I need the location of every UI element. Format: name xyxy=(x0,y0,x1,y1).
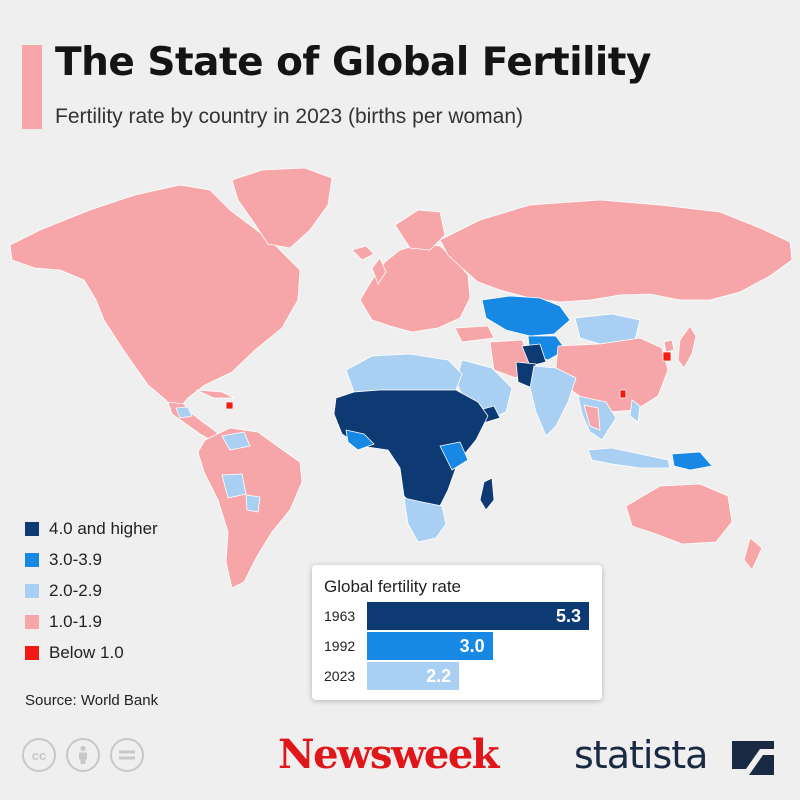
legend-item: 1.0-1.9 xyxy=(25,606,158,637)
bar-value-label: 3.0 xyxy=(459,636,485,656)
region-venezuela xyxy=(221,431,251,451)
equals-glyph xyxy=(119,750,135,760)
region-taiwan xyxy=(619,389,627,399)
panel-title: Global fertility rate xyxy=(324,577,461,596)
region-puerto-rico xyxy=(225,401,234,410)
attribution-icon xyxy=(66,738,100,772)
bar-value-label: 2.2 xyxy=(426,666,452,686)
region-uk xyxy=(371,257,387,285)
legend-item: 3.0-3.9 xyxy=(25,544,158,575)
region-india xyxy=(529,365,577,437)
region-thailand xyxy=(583,404,601,431)
no-derivatives-icon xyxy=(110,738,144,772)
region-indonesia xyxy=(587,447,671,469)
region-cuba xyxy=(195,389,235,399)
legend-label: 3.0-3.9 xyxy=(49,549,102,569)
bar-value-label: 5.3 xyxy=(555,606,581,626)
page-title: The State of Global Fertility xyxy=(55,40,651,85)
cc-text: cc xyxy=(31,747,47,763)
region-kazakhstan xyxy=(481,295,571,337)
region-scandinavia xyxy=(394,209,446,251)
legend-swatch xyxy=(25,552,39,567)
legend-swatch xyxy=(25,583,39,598)
region-southern-africa xyxy=(403,497,447,543)
statista-logo-icon xyxy=(732,741,774,775)
statista-logo-text: statista xyxy=(574,733,708,777)
legend-label: 2.0-2.9 xyxy=(49,580,102,600)
map-legend: 4.0 and higher 3.0-3.9 2.0-2.9 1.0-1.9 B… xyxy=(25,513,158,668)
bar-1963: 5.3 xyxy=(367,602,589,630)
region-west-coast xyxy=(345,429,375,451)
region-guatemala xyxy=(175,406,193,419)
region-paraguay xyxy=(245,494,261,513)
region-australia xyxy=(625,483,733,545)
region-japan xyxy=(677,325,697,369)
region-north-korea xyxy=(663,339,675,353)
region-bolivia xyxy=(221,473,247,499)
legend-swatch xyxy=(25,614,39,629)
region-south-korea xyxy=(662,351,672,362)
region-russia xyxy=(439,199,793,303)
region-north-america xyxy=(9,184,301,413)
bar-year: 1992 xyxy=(324,638,356,654)
license-icons: cc xyxy=(22,738,144,772)
bar-2023: 2.2 xyxy=(367,662,460,690)
bar-row-1992: 1992 3.0 xyxy=(312,632,602,660)
legend-swatch xyxy=(25,521,39,536)
bar-row-2023: 2023 2.2 xyxy=(312,662,602,690)
region-philippines xyxy=(629,399,641,423)
region-iceland xyxy=(351,245,375,261)
page-subtitle: Fertility rate by country in 2023 (birth… xyxy=(55,105,524,128)
region-papua-new-guinea xyxy=(671,451,713,471)
legend-item: 2.0-2.9 xyxy=(25,575,158,606)
legend-label: 4.0 and higher xyxy=(49,518,158,538)
legend-item: 4.0 and higher xyxy=(25,513,158,544)
bar-row-1963: 1963 5.3 xyxy=(312,602,602,630)
legend-swatch xyxy=(25,645,39,660)
newsweek-logo: Newsweek xyxy=(278,731,500,778)
bar-1992: 3.0 xyxy=(367,632,493,660)
bar-year: 1963 xyxy=(324,608,356,624)
world-map xyxy=(9,167,793,589)
bar-year: 2023 xyxy=(324,668,356,684)
legend-item: Below 1.0 xyxy=(25,637,158,668)
person-glyph xyxy=(79,745,87,764)
region-afghanistan xyxy=(521,343,547,367)
region-china xyxy=(555,337,669,413)
title-accent-bar xyxy=(22,45,42,129)
legend-label: 1.0-1.9 xyxy=(49,611,102,631)
region-new-zealand xyxy=(743,537,763,571)
source-note: Source: World Bank xyxy=(25,692,159,709)
global-fertility-panel: Global fertility rate 1963 5.3 1992 3.0 … xyxy=(312,565,602,700)
region-east-africa xyxy=(439,441,469,471)
cc-icon: cc xyxy=(22,738,56,772)
region-europe xyxy=(359,243,471,333)
region-greenland xyxy=(231,167,333,249)
region-madagascar xyxy=(479,477,495,511)
region-turkey xyxy=(454,325,495,343)
region-north-africa xyxy=(345,353,463,393)
region-sahel-central-africa xyxy=(333,389,489,513)
legend-label: Below 1.0 xyxy=(49,642,124,662)
